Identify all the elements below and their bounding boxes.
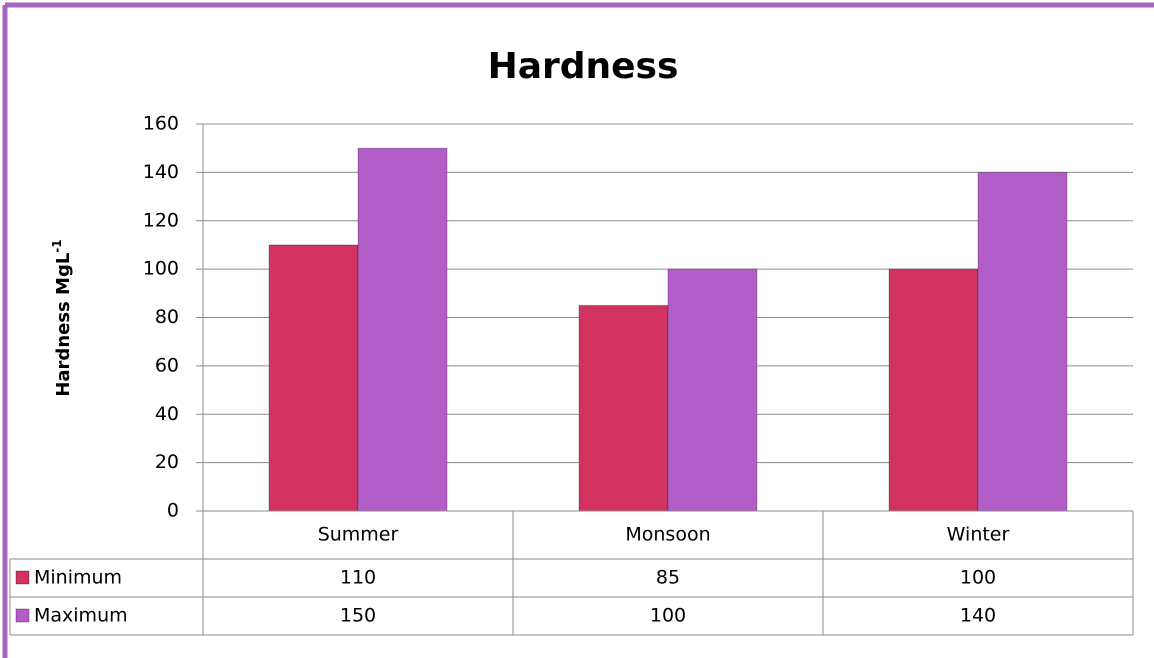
table-value: 100 [650, 605, 686, 627]
table-value: 150 [340, 605, 376, 627]
legend-key [15, 608, 30, 623]
y-axis-label: Hardness MgL-1 [50, 239, 75, 396]
bar [578, 304, 669, 512]
y-tick-label: 0 [167, 500, 179, 522]
bar [357, 147, 448, 512]
y-axis-label-text: Hardness MgL [53, 253, 74, 397]
y-tick-label: 20 [155, 451, 179, 473]
y-tick-label: 100 [143, 258, 179, 280]
table-value: 85 [656, 567, 680, 589]
x-tick-label: Monsoon [625, 524, 710, 546]
bar [888, 268, 979, 512]
y-tick-label: 140 [143, 161, 179, 183]
legend-key [15, 570, 30, 585]
table-value: 140 [960, 605, 996, 627]
bar [268, 244, 359, 512]
chart-title: Hardness [488, 46, 679, 87]
bar [977, 171, 1068, 512]
table-value: 100 [960, 567, 996, 589]
y-axis-label-superscript: -1 [50, 239, 64, 252]
x-tick-label: Winter [947, 524, 1010, 546]
y-tick-label: 40 [155, 403, 179, 425]
table-value: 110 [340, 567, 376, 589]
x-tick-label: Summer [318, 524, 399, 546]
legend-label: Minimum [34, 567, 122, 589]
y-tick-label: 80 [155, 306, 179, 328]
y-tick-label: 60 [155, 354, 179, 376]
y-tick-label: 160 [143, 113, 179, 135]
legend-label: Maximum [34, 605, 128, 627]
y-tick-label: 120 [143, 209, 179, 231]
bar [667, 268, 758, 512]
